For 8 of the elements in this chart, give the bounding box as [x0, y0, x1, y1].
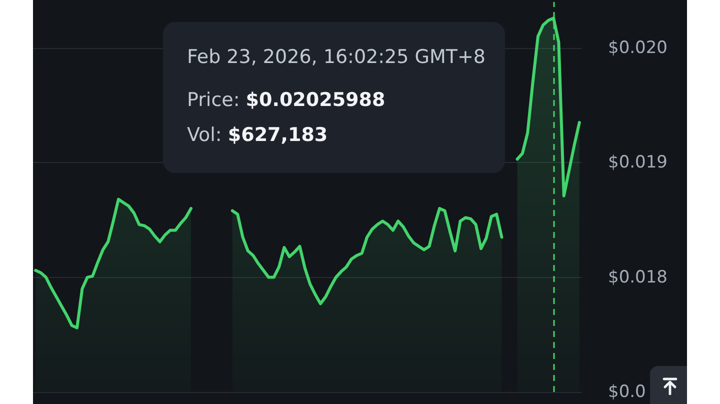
- tooltip: Feb 23, 2026, 16:02:25 GMT+8 Price: $0.02025988 Vol: $627,183: [163, 22, 506, 173]
- y-tick-label: $0.019: [608, 152, 668, 173]
- y-tick-label: $0.020: [608, 38, 668, 58]
- annotation: Vol: $627,183: [187, 123, 329, 148]
- y-tick-label: $0.0: [608, 382, 646, 402]
- y-tick-label: $0.018: [608, 267, 668, 288]
- annotation: Price: $0.02025988: [187, 88, 386, 113]
- annotation: Feb 23, 2026, 16:02:25 GMT+8: [187, 45, 486, 70]
